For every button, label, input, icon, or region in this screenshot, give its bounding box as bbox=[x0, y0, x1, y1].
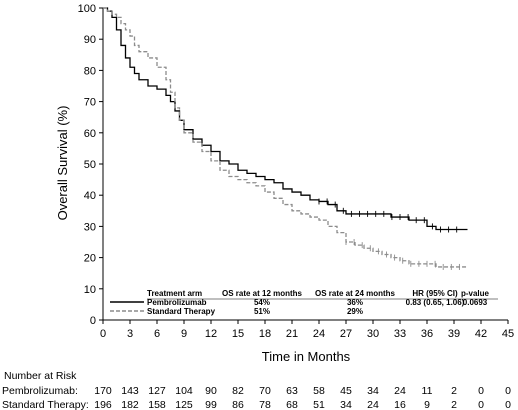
y-tick-label: 40 bbox=[84, 190, 96, 202]
x-tick-label: 0 bbox=[100, 328, 106, 340]
risk-count: 0 bbox=[505, 385, 511, 397]
x-tick-label: 42 bbox=[475, 328, 487, 340]
legend-header-arm: Treatment arm bbox=[147, 289, 202, 298]
risk-table: Number at Risk Pembrolizumab: 170 143 127 104… bbox=[2, 370, 511, 410]
x-axis-title: Time in Months bbox=[262, 349, 351, 364]
legend-cell-arm: Standard Therapy bbox=[147, 307, 216, 316]
y-tick-label: 70 bbox=[84, 97, 96, 109]
risk-count: 170 bbox=[94, 385, 112, 397]
x-tick-label: 45 bbox=[502, 328, 514, 340]
x-tick-label: 15 bbox=[232, 328, 244, 340]
risk-count: 2 bbox=[451, 399, 457, 410]
x-tick-label: 9 bbox=[181, 328, 187, 340]
series-layer bbox=[103, 7, 468, 270]
y-tick-label: 20 bbox=[84, 253, 96, 265]
risk-count: 86 bbox=[232, 399, 244, 410]
legend-cell-os12: 54% bbox=[254, 298, 270, 307]
risk-count: 24 bbox=[367, 399, 379, 410]
risk-count: 24 bbox=[394, 385, 406, 397]
risk-count: 99 bbox=[205, 399, 217, 410]
x-tick-label: 3 bbox=[127, 328, 133, 340]
y-axis-title: Overall Survival (%) bbox=[55, 106, 70, 221]
risk-count: 70 bbox=[259, 385, 271, 397]
y-tick-label: 100 bbox=[78, 3, 96, 15]
x-tick-label: 27 bbox=[340, 328, 352, 340]
x-tick-label: 24 bbox=[313, 328, 325, 340]
x-tick-label: 33 bbox=[394, 328, 406, 340]
risk-count: 78 bbox=[259, 399, 271, 410]
risk-count: 51 bbox=[313, 399, 325, 410]
x-tick-label: 30 bbox=[367, 328, 379, 340]
x-tick-label: 21 bbox=[286, 328, 298, 340]
risk-row-label: Pembrolizumab: bbox=[2, 385, 78, 397]
y-tick-label: 0 bbox=[90, 315, 96, 327]
risk-count: 125 bbox=[175, 399, 193, 410]
legend-cell-pval: 0.0693 bbox=[463, 298, 488, 307]
legend-cell-os12: 51% bbox=[254, 307, 270, 316]
risk-count: 182 bbox=[121, 399, 139, 410]
risk-count: 0 bbox=[505, 399, 511, 410]
x-tick-label: 12 bbox=[205, 328, 217, 340]
y-tick-label: 90 bbox=[84, 34, 96, 46]
legend-cell-hr: 0.83 (0.65, 1.06) bbox=[406, 298, 465, 307]
y-tick-label: 30 bbox=[84, 221, 96, 233]
risk-count: 127 bbox=[148, 385, 166, 397]
y-tick-label: 50 bbox=[84, 159, 96, 171]
legend-cell-os24: 36% bbox=[347, 298, 363, 307]
series-line-pembrolizumab bbox=[103, 7, 468, 231]
legend: Treatment arm OS rate at 12 months OS rate… bbox=[110, 289, 498, 316]
risk-count: 196 bbox=[94, 399, 112, 410]
risk-count: 68 bbox=[286, 399, 298, 410]
risk-count: 0 bbox=[478, 385, 484, 397]
risk-count: 2 bbox=[451, 385, 457, 397]
legend-header-pval: p-value bbox=[461, 289, 490, 298]
risk-count: 34 bbox=[367, 385, 379, 397]
risk-count: 16 bbox=[394, 399, 406, 410]
legend-cell-arm: Pembrolizumab bbox=[147, 298, 207, 307]
risk-count: 63 bbox=[286, 385, 298, 397]
risk-count: 143 bbox=[121, 385, 139, 397]
y-tick-label: 10 bbox=[84, 284, 96, 296]
risk-count: 34 bbox=[340, 399, 352, 410]
legend-header-os24: OS rate at 24 months bbox=[315, 289, 396, 298]
legend-cell-os24: 29% bbox=[347, 307, 363, 316]
legend-header-os12: OS rate at 12 months bbox=[222, 289, 303, 298]
legend-header-hr: HR (95% CI) bbox=[412, 289, 458, 298]
series-line-standard-therapy bbox=[103, 7, 468, 268]
risk-count: 45 bbox=[340, 385, 352, 397]
x-tick-label: 18 bbox=[259, 328, 271, 340]
risk-count: 58 bbox=[313, 385, 325, 397]
risk-count: 82 bbox=[232, 385, 244, 397]
x-tick-label: 39 bbox=[448, 328, 460, 340]
y-tick-label: 80 bbox=[84, 65, 96, 77]
risk-table-title: Number at Risk bbox=[4, 370, 77, 382]
risk-count: 90 bbox=[205, 385, 217, 397]
x-tick-label: 36 bbox=[421, 328, 433, 340]
risk-count: 9 bbox=[424, 399, 430, 410]
x-tick-label: 6 bbox=[154, 328, 160, 340]
risk-count: 11 bbox=[422, 385, 433, 397]
risk-count: 158 bbox=[148, 399, 166, 410]
risk-count: 104 bbox=[175, 385, 193, 397]
risk-row-label: Standard Therapy: bbox=[2, 399, 89, 410]
y-tick-label: 60 bbox=[84, 128, 96, 140]
risk-count: 0 bbox=[478, 399, 484, 410]
